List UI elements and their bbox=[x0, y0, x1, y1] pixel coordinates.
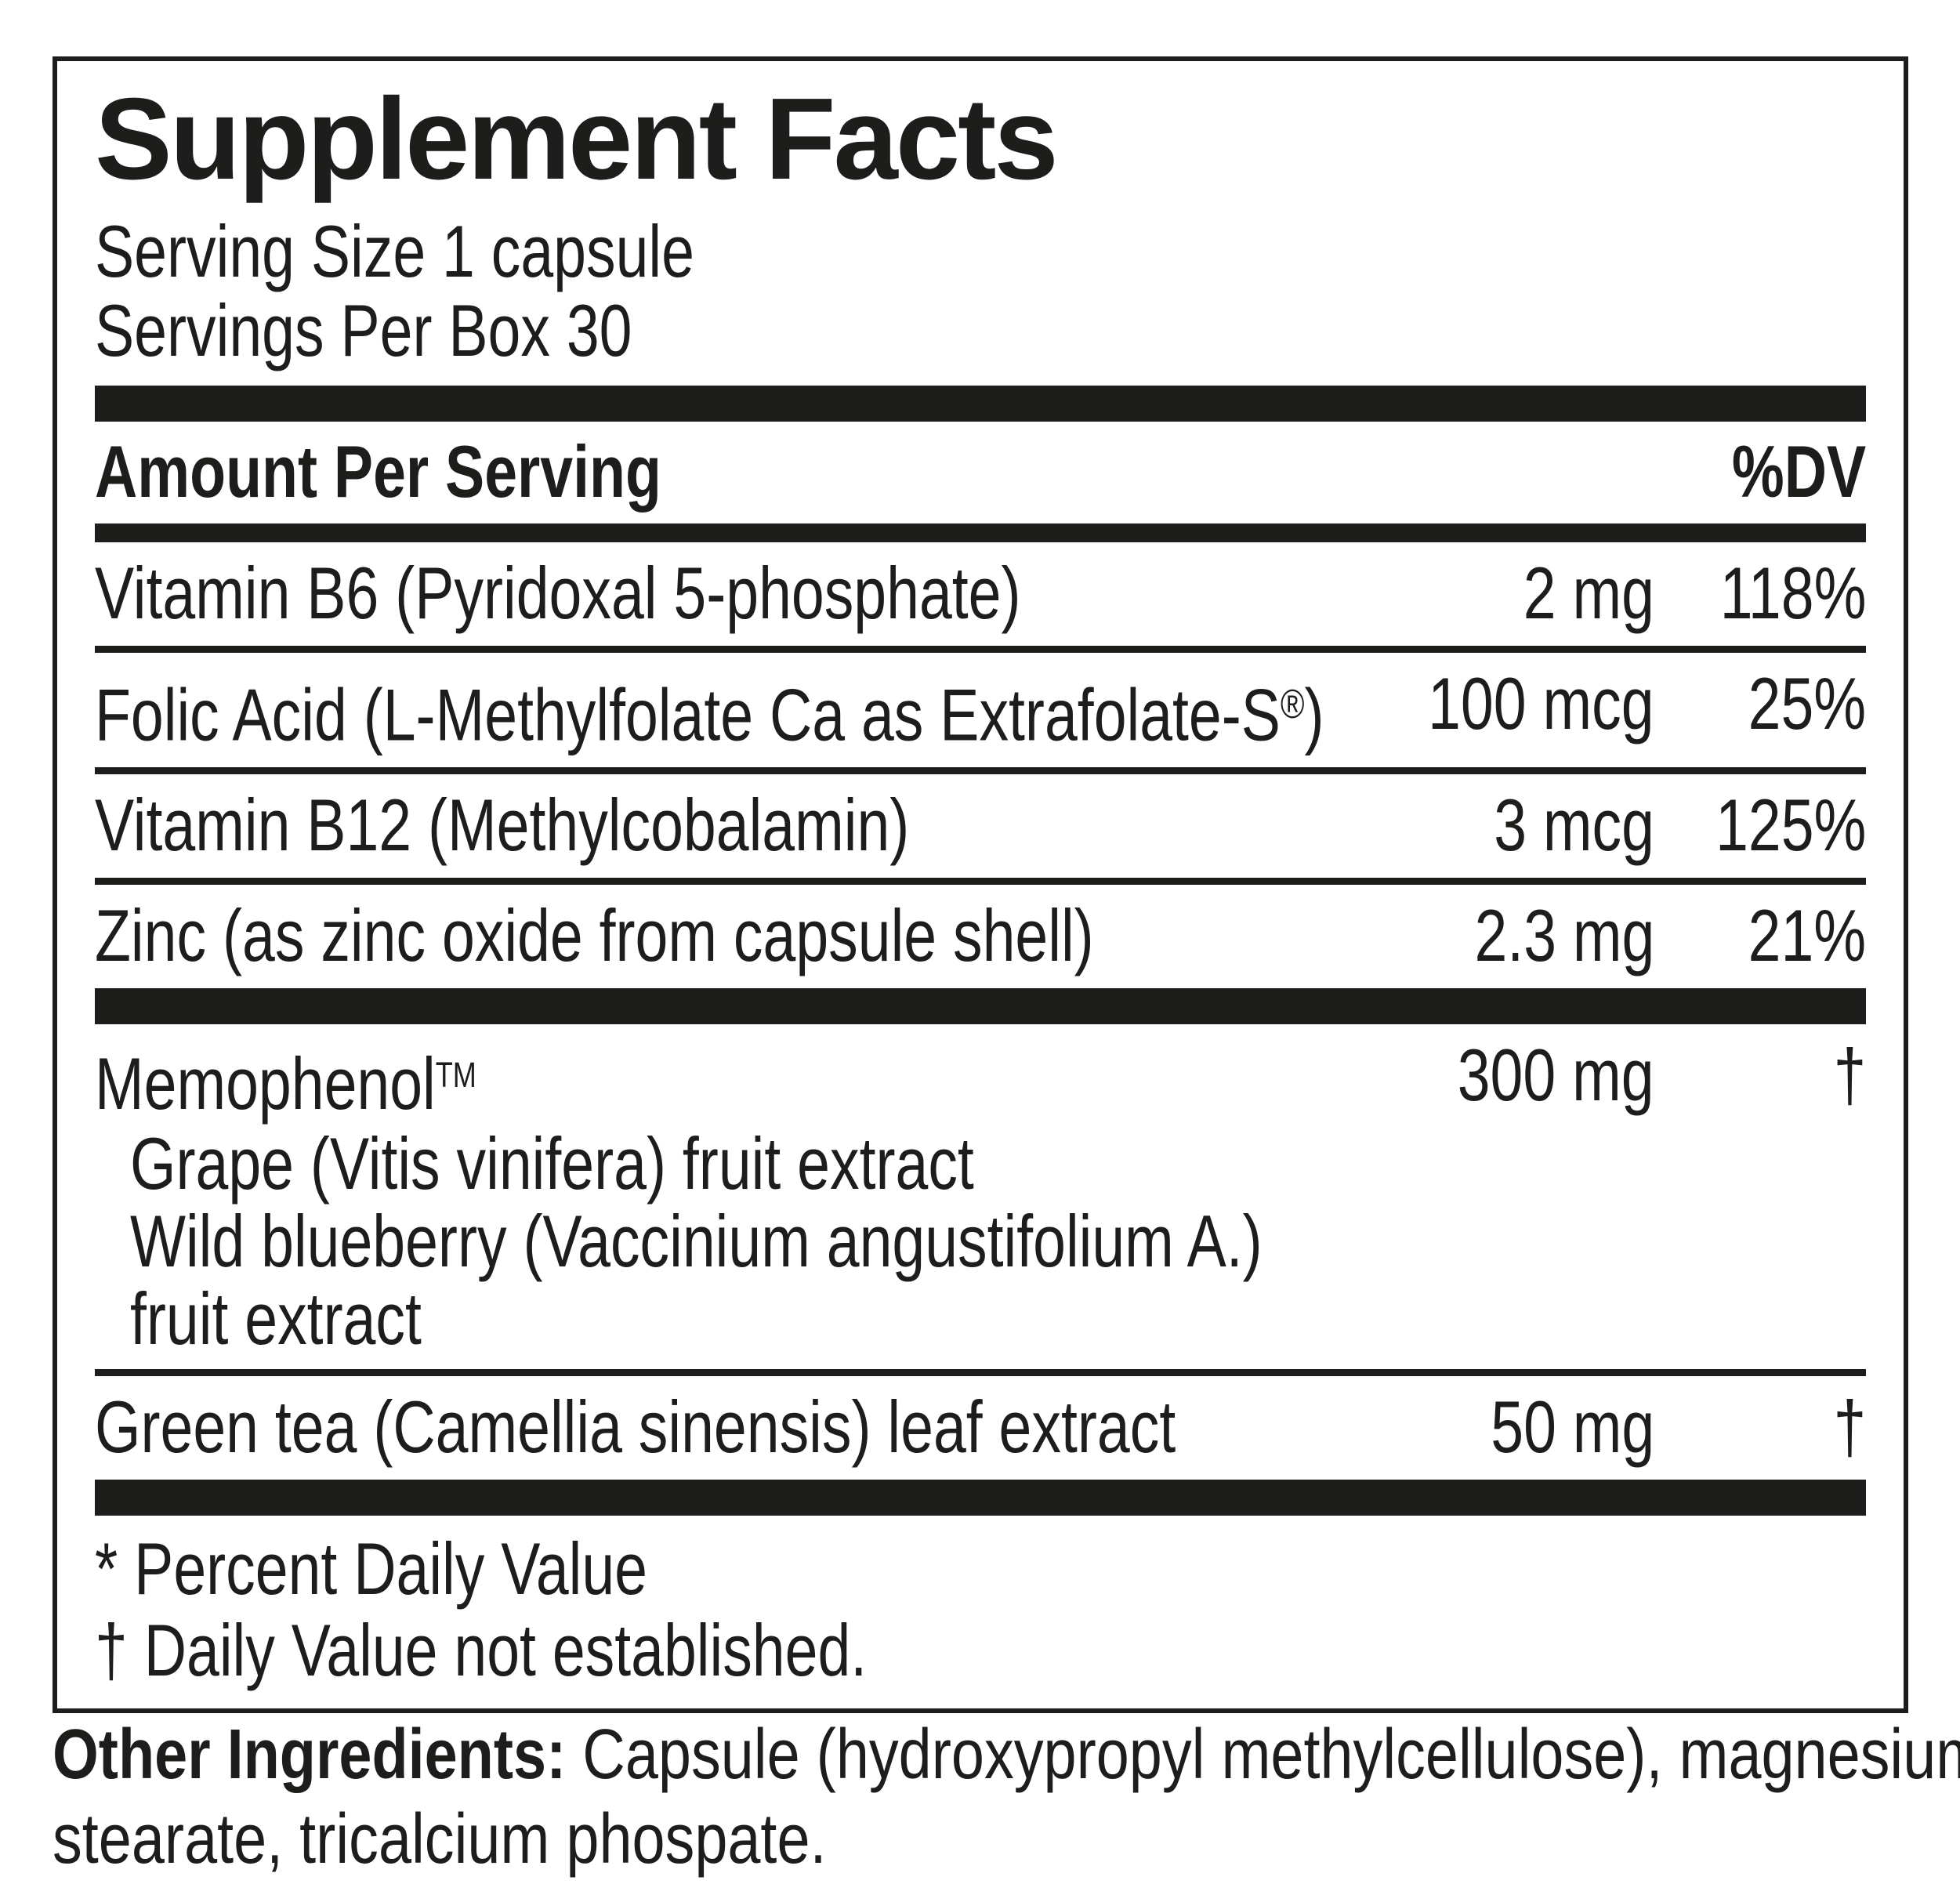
page-title: Supplement Facts bbox=[95, 74, 1059, 204]
column-header-row: Amount Per Serving %DV bbox=[95, 422, 1866, 524]
ingredient-amount: 2.3 mg bbox=[1474, 894, 1654, 977]
ingredient-dv: 125% bbox=[1715, 784, 1866, 867]
other-ingredients-text-1: Capsule (hydroxypropyl methylcellulose),… bbox=[582, 1715, 1960, 1794]
thick-separator-bar-top bbox=[95, 386, 1866, 422]
ingredient-dv-dagger: † bbox=[1833, 1386, 1866, 1469]
other-ingredients-line-2: stearate, tricalcium phospate. bbox=[53, 1797, 1652, 1882]
ingredient-row-vitamin-b12: Vitamin B12 (Methylcobalamin) 3 mcg 125% bbox=[95, 774, 1866, 878]
amount-per-serving-header: Amount Per Serving bbox=[95, 430, 661, 513]
other-ingredients-text-2: stearate, tricalcium phospate. bbox=[53, 1800, 827, 1878]
percent-dv-header: %DV bbox=[1731, 430, 1866, 513]
ingredient-name: Vitamin B12 (Methylcobalamin) bbox=[95, 784, 910, 867]
row-divider bbox=[95, 878, 1866, 886]
proprietary-blend-block: MemophenolTM 300 mg † Grape (Vitis vinif… bbox=[95, 1024, 1866, 1369]
blend-component-wild-blueberry: Wild blueberry (Vaccinium angustifolium … bbox=[130, 1200, 1263, 1283]
thick-separator-bar-middle bbox=[95, 988, 1866, 1025]
ingredient-name: Vitamin B6 (Pyridoxal 5-phosphate) bbox=[95, 552, 1021, 634]
supplement-facts-content: Supplement Facts Serving Size 1 capsule … bbox=[95, 77, 1866, 1697]
row-divider bbox=[95, 1369, 1866, 1377]
ingredient-dv-dagger: † bbox=[1833, 1034, 1866, 1117]
other-ingredients-line-1: Other Ingredients: Capsule (hydroxypropy… bbox=[53, 1712, 1960, 1797]
thick-separator-bar-bottom bbox=[95, 1480, 1866, 1516]
other-ingredients-label: Other Ingredients: bbox=[53, 1715, 567, 1794]
serving-size-text: Serving Size 1 capsule bbox=[95, 210, 694, 292]
serving-size-line: Serving Size 1 capsule bbox=[95, 212, 1866, 291]
ingredient-dv: 25% bbox=[1748, 662, 1866, 744]
row-divider bbox=[95, 646, 1866, 653]
ingredient-row-vitamin-b6: Vitamin B6 (Pyridoxal 5-phosphate) 2 mg … bbox=[95, 542, 1866, 646]
ingredient-amount: 2 mg bbox=[1523, 552, 1654, 634]
ingredient-amount: 3 mcg bbox=[1494, 784, 1654, 867]
ingredient-amount: 100 mcg bbox=[1428, 662, 1654, 744]
ingredient-name: Folic Acid (L-Methylfolate Ca as Extrafo… bbox=[95, 673, 1324, 756]
medium-separator-bar-header bbox=[95, 524, 1866, 542]
footnote-daily-value-not-established: † Daily Value not established. bbox=[95, 1609, 868, 1692]
other-ingredients-paragraph: Other Ingredients: Capsule (hydroxypropy… bbox=[53, 1712, 1960, 1882]
ingredient-name: Zinc (as zinc oxide from capsule shell) bbox=[95, 894, 1094, 977]
trademark-symbol: TM bbox=[435, 1055, 476, 1096]
footnotes: * Percent Daily Value † Daily Value not … bbox=[95, 1528, 1866, 1697]
ingredient-dv: 118% bbox=[1719, 552, 1866, 634]
supplement-facts-panel: Supplement Facts Serving Size 1 capsule … bbox=[53, 56, 1908, 1714]
blend-component-fruit-extract: fruit extract bbox=[130, 1277, 422, 1360]
ingredient-row-zinc: Zinc (as zinc oxide from capsule shell) … bbox=[95, 885, 1866, 988]
proprietary-blend-row: MemophenolTM 300 mg † bbox=[95, 1034, 1866, 1125]
ingredient-row-green-tea: Green tea (Camellia sinensis) leaf extra… bbox=[95, 1376, 1866, 1480]
row-divider bbox=[95, 767, 1866, 775]
footnote-percent-daily-value: * Percent Daily Value bbox=[95, 1527, 647, 1610]
ingredient-dv: 21% bbox=[1748, 894, 1866, 977]
blend-component-grape: Grape (Vitis vinifera) fruit extract bbox=[130, 1122, 974, 1205]
ingredient-amount: 50 mg bbox=[1490, 1386, 1654, 1469]
ingredient-row-folic-acid: Folic Acid (L-Methylfolate Ca as Extrafo… bbox=[95, 653, 1866, 767]
ingredient-amount: 300 mg bbox=[1458, 1034, 1654, 1117]
servings-per-box-line: Servings Per Box 30 bbox=[95, 291, 1866, 370]
ingredient-name: MemophenolTM bbox=[95, 1042, 476, 1125]
ingredient-name: Green tea (Camellia sinensis) leaf extra… bbox=[95, 1386, 1176, 1469]
registered-trademark-symbol: ® bbox=[1280, 681, 1305, 726]
servings-per-box-text: Servings Per Box 30 bbox=[95, 289, 632, 371]
